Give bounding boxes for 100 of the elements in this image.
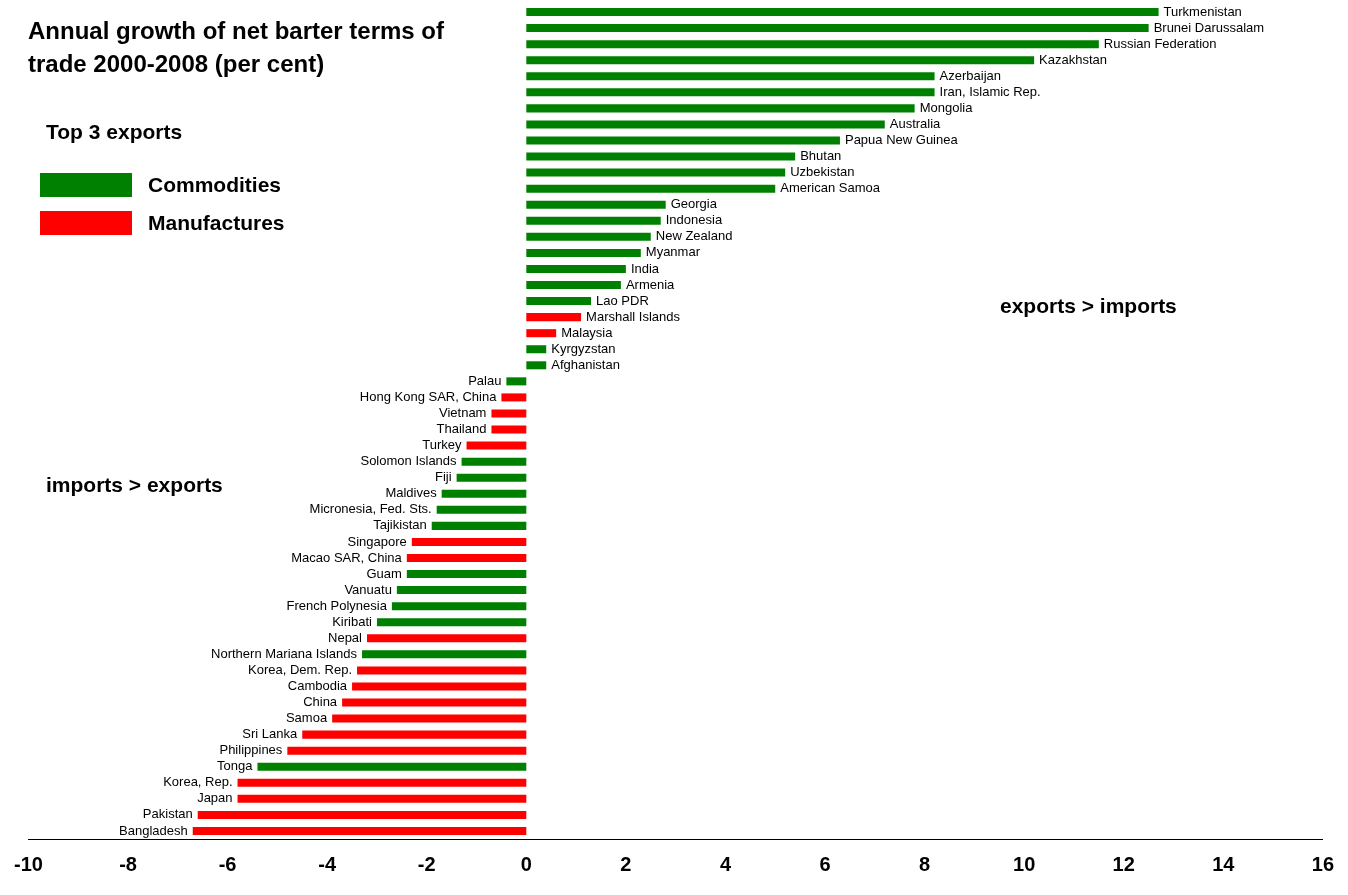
bar xyxy=(396,586,527,595)
y-tick-label: Turkmenistan xyxy=(1163,3,1242,19)
bar xyxy=(491,425,527,434)
y-tick-label: Singapore xyxy=(347,533,407,549)
x-tick-label: 6 xyxy=(819,852,831,875)
y-tick-label: Mongolia xyxy=(919,99,974,115)
bar xyxy=(526,264,626,273)
y-tick-label: Russian Federation xyxy=(1103,35,1217,51)
annotation: imports > exports xyxy=(46,473,223,497)
bar xyxy=(526,361,547,370)
y-tick-label: Sri Lanka xyxy=(242,726,299,742)
bar xyxy=(362,650,527,659)
bar xyxy=(287,746,527,755)
bar xyxy=(526,313,582,322)
bar xyxy=(526,297,592,306)
y-tick-label: Vanuatu xyxy=(344,581,392,597)
y-tick-label: Cambodia xyxy=(287,678,348,694)
x-tick-label: 10 xyxy=(1013,852,1036,875)
x-tick-label: -10 xyxy=(14,852,43,875)
x-tick-label: 8 xyxy=(919,852,931,875)
bar xyxy=(406,570,527,579)
y-tick-label: Azerbaijan xyxy=(939,67,1001,83)
y-tick-label: French Polynesia xyxy=(286,597,388,613)
y-tick-label: Kiribati xyxy=(332,613,373,629)
bar xyxy=(431,521,527,530)
y-tick-label: Lao PDR xyxy=(596,292,649,308)
bar xyxy=(466,441,527,450)
y-tick-label: Samoa xyxy=(285,710,328,726)
x-tick-label: -2 xyxy=(417,852,436,875)
y-tick-label: Hong Kong SAR, China xyxy=(359,388,498,404)
bar xyxy=(302,730,527,739)
legend-label: Commodities xyxy=(148,173,282,197)
y-tick-label: Northern Mariana Islands xyxy=(211,645,358,661)
y-tick-label: Macao SAR, China xyxy=(291,549,403,565)
bar xyxy=(526,216,661,225)
bar xyxy=(526,136,840,145)
bar xyxy=(352,682,527,691)
y-tick-label: Korea, Rep. xyxy=(163,774,233,790)
bar xyxy=(391,602,527,611)
x-tick-label: 12 xyxy=(1112,852,1135,875)
y-tick-label: Armenia xyxy=(625,276,676,292)
y-tick-label: Guam xyxy=(366,565,402,581)
y-tick-label: Papua New Guinea xyxy=(844,132,959,148)
bar xyxy=(526,56,1035,65)
y-tick-label: Solomon Islands xyxy=(360,453,458,469)
y-tick-label: Micronesia, Fed. Sts. xyxy=(309,501,432,517)
bar xyxy=(367,634,527,643)
bar xyxy=(526,168,786,177)
annotation: exports > imports xyxy=(1000,294,1177,318)
bar xyxy=(526,24,1149,33)
text: Annual growth of net barter terms of trade 2000-2008 (per cent) xyxy=(28,16,445,79)
y-tick-label: Brunei Darussalam xyxy=(1153,19,1265,35)
bar xyxy=(526,88,935,97)
y-tick-label: Myanmar xyxy=(645,244,701,260)
bar xyxy=(406,553,527,563)
y-tick-label: Philippines xyxy=(219,742,283,758)
y-tick-label: American Samoa xyxy=(780,180,881,196)
y-tick-label: Marshall Islands xyxy=(586,308,681,324)
x-tick-label: -4 xyxy=(318,852,337,875)
bar xyxy=(411,537,527,546)
bar xyxy=(526,120,885,129)
y-tick-label: Kyrgyzstan xyxy=(551,340,616,356)
bar xyxy=(456,473,527,482)
x-tick-label: -8 xyxy=(119,852,137,875)
y-tick-label: Iran, Islamic Rep. xyxy=(939,83,1041,99)
bar xyxy=(526,104,915,113)
bar xyxy=(526,248,641,257)
bar xyxy=(526,152,796,161)
y-tick-label: Korea, Dem. Rep. xyxy=(247,661,353,677)
bar xyxy=(526,8,1159,17)
x-tick-label: 16 xyxy=(1311,852,1334,875)
bar xyxy=(491,409,527,418)
bar xyxy=(526,345,547,354)
x-tick-label: -6 xyxy=(218,852,237,875)
y-tick-label: Turkey xyxy=(422,437,463,453)
y-tick-label: Afghanistan xyxy=(551,356,620,372)
bar xyxy=(192,826,527,835)
bar xyxy=(501,393,527,402)
bar xyxy=(237,794,527,803)
bar xyxy=(526,184,776,193)
bar xyxy=(436,505,527,514)
y-tick-label: Fiji xyxy=(435,469,452,485)
y-tick-label: New Zealand xyxy=(655,228,733,244)
y-tick-label: Vietnam xyxy=(438,405,487,421)
bar xyxy=(461,457,527,466)
y-tick-label: China xyxy=(303,694,338,710)
bar xyxy=(357,666,527,675)
bar xyxy=(441,489,527,498)
bar xyxy=(526,72,935,81)
bar xyxy=(526,281,621,290)
y-tick-label: Nepal xyxy=(328,629,363,645)
y-tick-label: Indonesia xyxy=(665,212,723,228)
bar xyxy=(526,232,651,241)
y-tick-label: Tajikistan xyxy=(373,517,427,533)
y-tick-label: Tonga xyxy=(217,758,254,774)
y-tick-label: Japan xyxy=(197,790,233,806)
y-tick-label: India xyxy=(630,260,660,276)
y-tick-label: Thailand xyxy=(436,421,487,437)
x-tick-label: 0 xyxy=(520,852,532,875)
x-tick-label: 4 xyxy=(719,852,732,875)
